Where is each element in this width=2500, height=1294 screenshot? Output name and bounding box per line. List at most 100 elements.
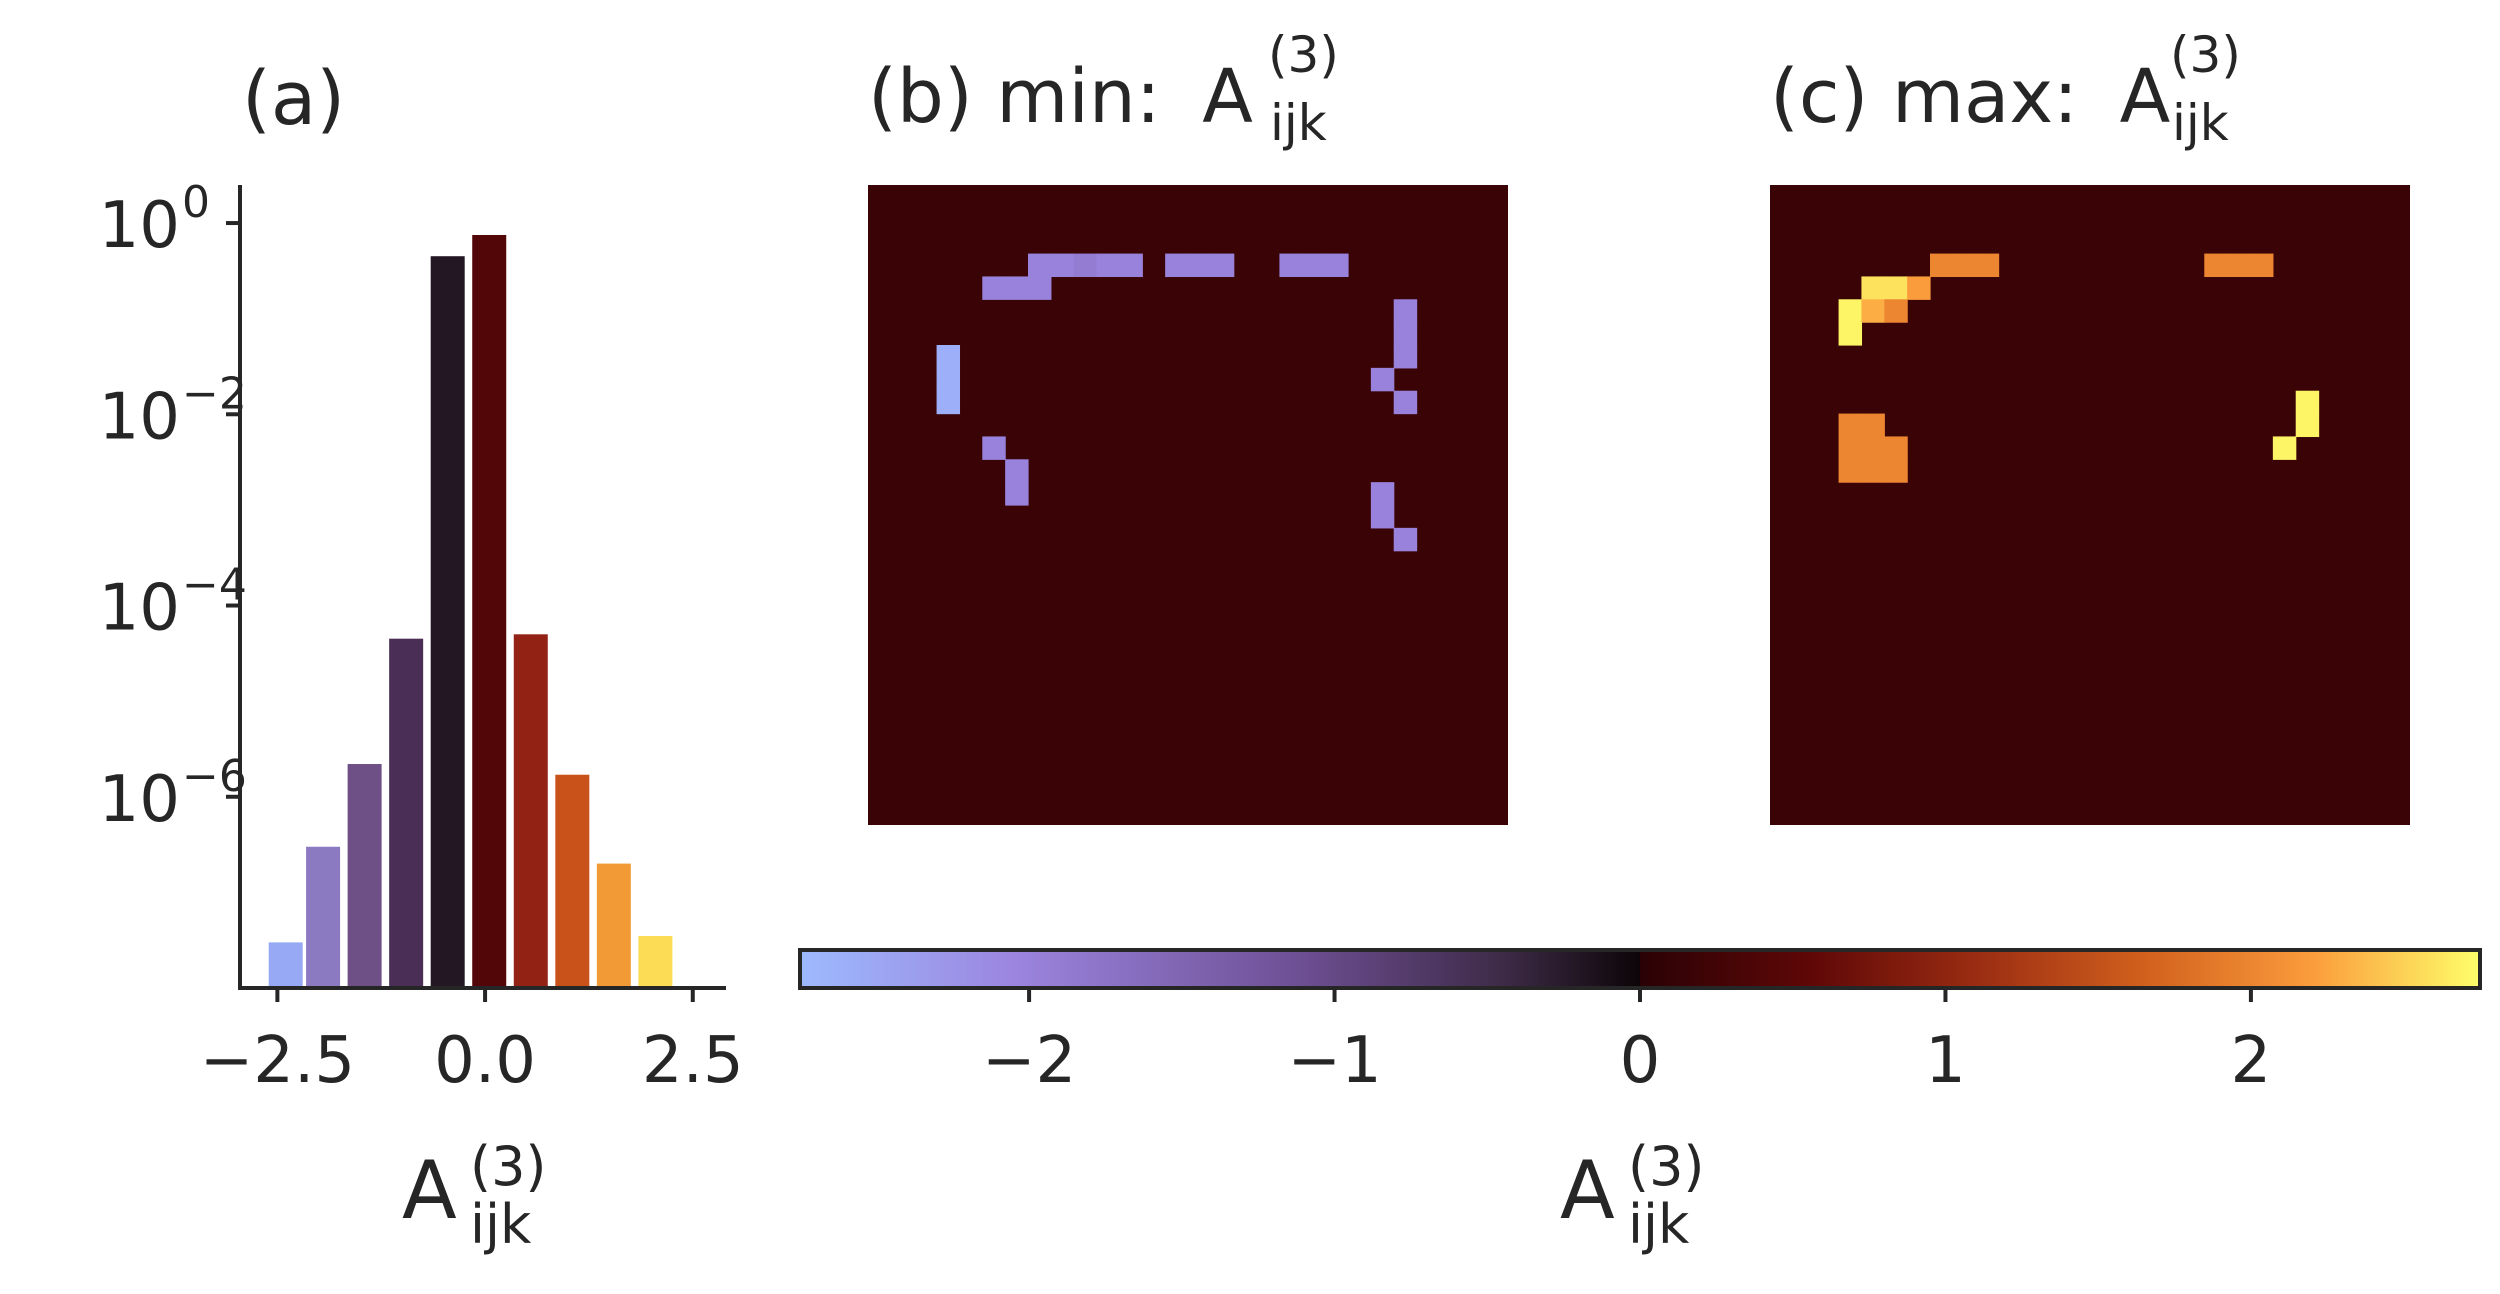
heatmap-cell: [1838, 436, 1863, 460]
histogram-bar: [389, 638, 424, 988]
histogram-y-tick-label: 10: [99, 763, 180, 837]
panel-b-title-label: (b) min:: [868, 54, 1161, 140]
heatmap-cell: [1393, 345, 1418, 369]
heatmap-cell: [1838, 299, 1863, 323]
histogram-bar: [513, 634, 548, 988]
histogram-x-tick-label: 0.0: [434, 1024, 536, 1098]
heatmap-cell: [1861, 436, 1885, 460]
heatmap-cell: [2295, 390, 2320, 415]
colorbar-label-sup: (3): [1628, 1135, 1705, 1198]
panel-b-title-sub: ijk: [1270, 94, 1327, 152]
panel-c-title: (c) max: A (3) ijk: [1770, 26, 2241, 152]
heatmap-b: [868, 185, 1508, 825]
histogram-bar: [638, 935, 673, 988]
heatmap-cell: [1370, 505, 1395, 529]
heatmap-cell: [2250, 253, 2274, 278]
heatmap-cell: [1210, 253, 1235, 278]
histogram-x-tick-label: −2.5: [200, 1024, 355, 1098]
histogram-y-tick-exponent: 0: [182, 177, 210, 228]
heatmap-cell: [1393, 527, 1418, 552]
heatmap-cell: [1884, 276, 1908, 300]
heatmap-cell: [1096, 253, 1121, 278]
heatmap-cell: [1370, 482, 1395, 506]
heatmap-cell: [936, 367, 961, 392]
histogram-x-ticks: −2.5 0.0 2.5: [200, 988, 744, 1098]
heatmap-cell: [2204, 253, 2228, 278]
heatmap-cell: [1279, 253, 1303, 278]
colorbar-tick-label: 2: [2231, 1024, 2272, 1098]
heatmap-b-cells: [936, 253, 1418, 552]
colorbar: −2 −1 0 1 2 A (3) ijk: [798, 948, 2482, 1256]
heatmap-cell: [1975, 253, 2000, 278]
heatmap-cell: [1370, 367, 1395, 392]
heatmap-cell: [1838, 322, 1863, 346]
heatmap-cell: [1005, 482, 1029, 506]
heatmap-cell: [1838, 413, 1863, 438]
histogram-y-tick-label: 10: [99, 380, 180, 454]
histogram-bar: [347, 764, 382, 988]
svg-text:(b) min: A: (b) min: A: [868, 54, 1253, 140]
heatmap-cell: [1119, 253, 1143, 278]
heatmap-cell: [1861, 299, 1885, 323]
heatmap-cell: [1005, 276, 1029, 300]
colorbar-gradient: [798, 948, 2482, 990]
heatmap-cell: [936, 345, 961, 369]
panel-b-title-sup: (3): [1268, 26, 1339, 84]
histogram-x-label: A (3) ijk: [402, 1135, 547, 1256]
histogram-x-tick-label: 2.5: [642, 1024, 744, 1098]
heatmap-c: [1770, 185, 2410, 825]
colorbar-tick-label: 0: [1620, 1024, 1661, 1098]
histogram-y-tick-exponent: −2: [182, 368, 247, 419]
heatmap-cell: [1028, 253, 1052, 278]
heatmap-cell: [982, 276, 1006, 300]
heatmap-cell: [1861, 276, 1885, 300]
panel-b-title-symbol: A: [1202, 54, 1253, 140]
histogram-y-tick-exponent: −4: [182, 560, 247, 611]
panel-a-title: (a): [242, 56, 345, 142]
histogram-bar: [472, 234, 507, 989]
heatmap-cell: [1884, 436, 1908, 460]
heatmap-cell: [1028, 276, 1052, 300]
histogram-bars: [268, 234, 673, 989]
heatmap-cell: [1907, 276, 1931, 300]
svg-text:(c) max: A: (c) max: A: [1770, 54, 2171, 140]
heatmap-cell: [1005, 459, 1029, 483]
heatmap-cell: [2272, 436, 2297, 460]
heatmap-cell: [1393, 322, 1418, 346]
panel-c-title-label: (c) max:: [1770, 54, 2078, 140]
histogram-y-tick-label: 10: [99, 189, 180, 263]
heatmap-cell: [936, 390, 961, 415]
panel-c-title-symbol: A: [2120, 54, 2171, 140]
heatmap-cell: [1188, 253, 1212, 278]
colorbar-label-symbol: A: [1560, 1144, 1615, 1237]
heatmap-cell: [1861, 459, 1885, 483]
colorbar-tick-label: −1: [1287, 1024, 1381, 1098]
histogram-y-tick-exponent: −6: [182, 751, 247, 802]
heatmap-cell: [1952, 253, 1977, 278]
colorbar-ticks: −2 −1 0 1 2: [982, 988, 2271, 1098]
heatmap-b-background: [868, 185, 1508, 825]
heatmap-cell: [1884, 459, 1908, 483]
colorbar-tick-label: −2: [982, 1024, 1076, 1098]
heatmap-cell: [1165, 253, 1189, 278]
heatmap-cell: [2227, 253, 2251, 278]
heatmap-cell: [1861, 413, 1885, 438]
histogram-x-label-sub: ijk: [470, 1193, 532, 1256]
histogram-bar: [430, 256, 465, 989]
heatmap-cell: [1393, 299, 1418, 323]
heatmap-c-cells: [1838, 253, 2320, 483]
histogram-bar: [555, 774, 590, 988]
heatmap-cell: [2295, 413, 2320, 438]
histogram-y-tick-label: 10: [99, 572, 180, 646]
heatmap-cell: [1050, 253, 1075, 278]
heatmap-cell: [1302, 253, 1326, 278]
heatmap-cell: [1325, 253, 1349, 278]
panel-c-title-sup: (3): [2170, 26, 2241, 84]
colorbar-label-sub: ijk: [1628, 1193, 1690, 1256]
heatmap-cell: [1393, 390, 1418, 415]
colorbar-label: A (3) ijk: [1560, 1135, 1705, 1256]
histogram-bar: [306, 846, 341, 988]
histogram-x-label-sup: (3): [470, 1135, 547, 1198]
